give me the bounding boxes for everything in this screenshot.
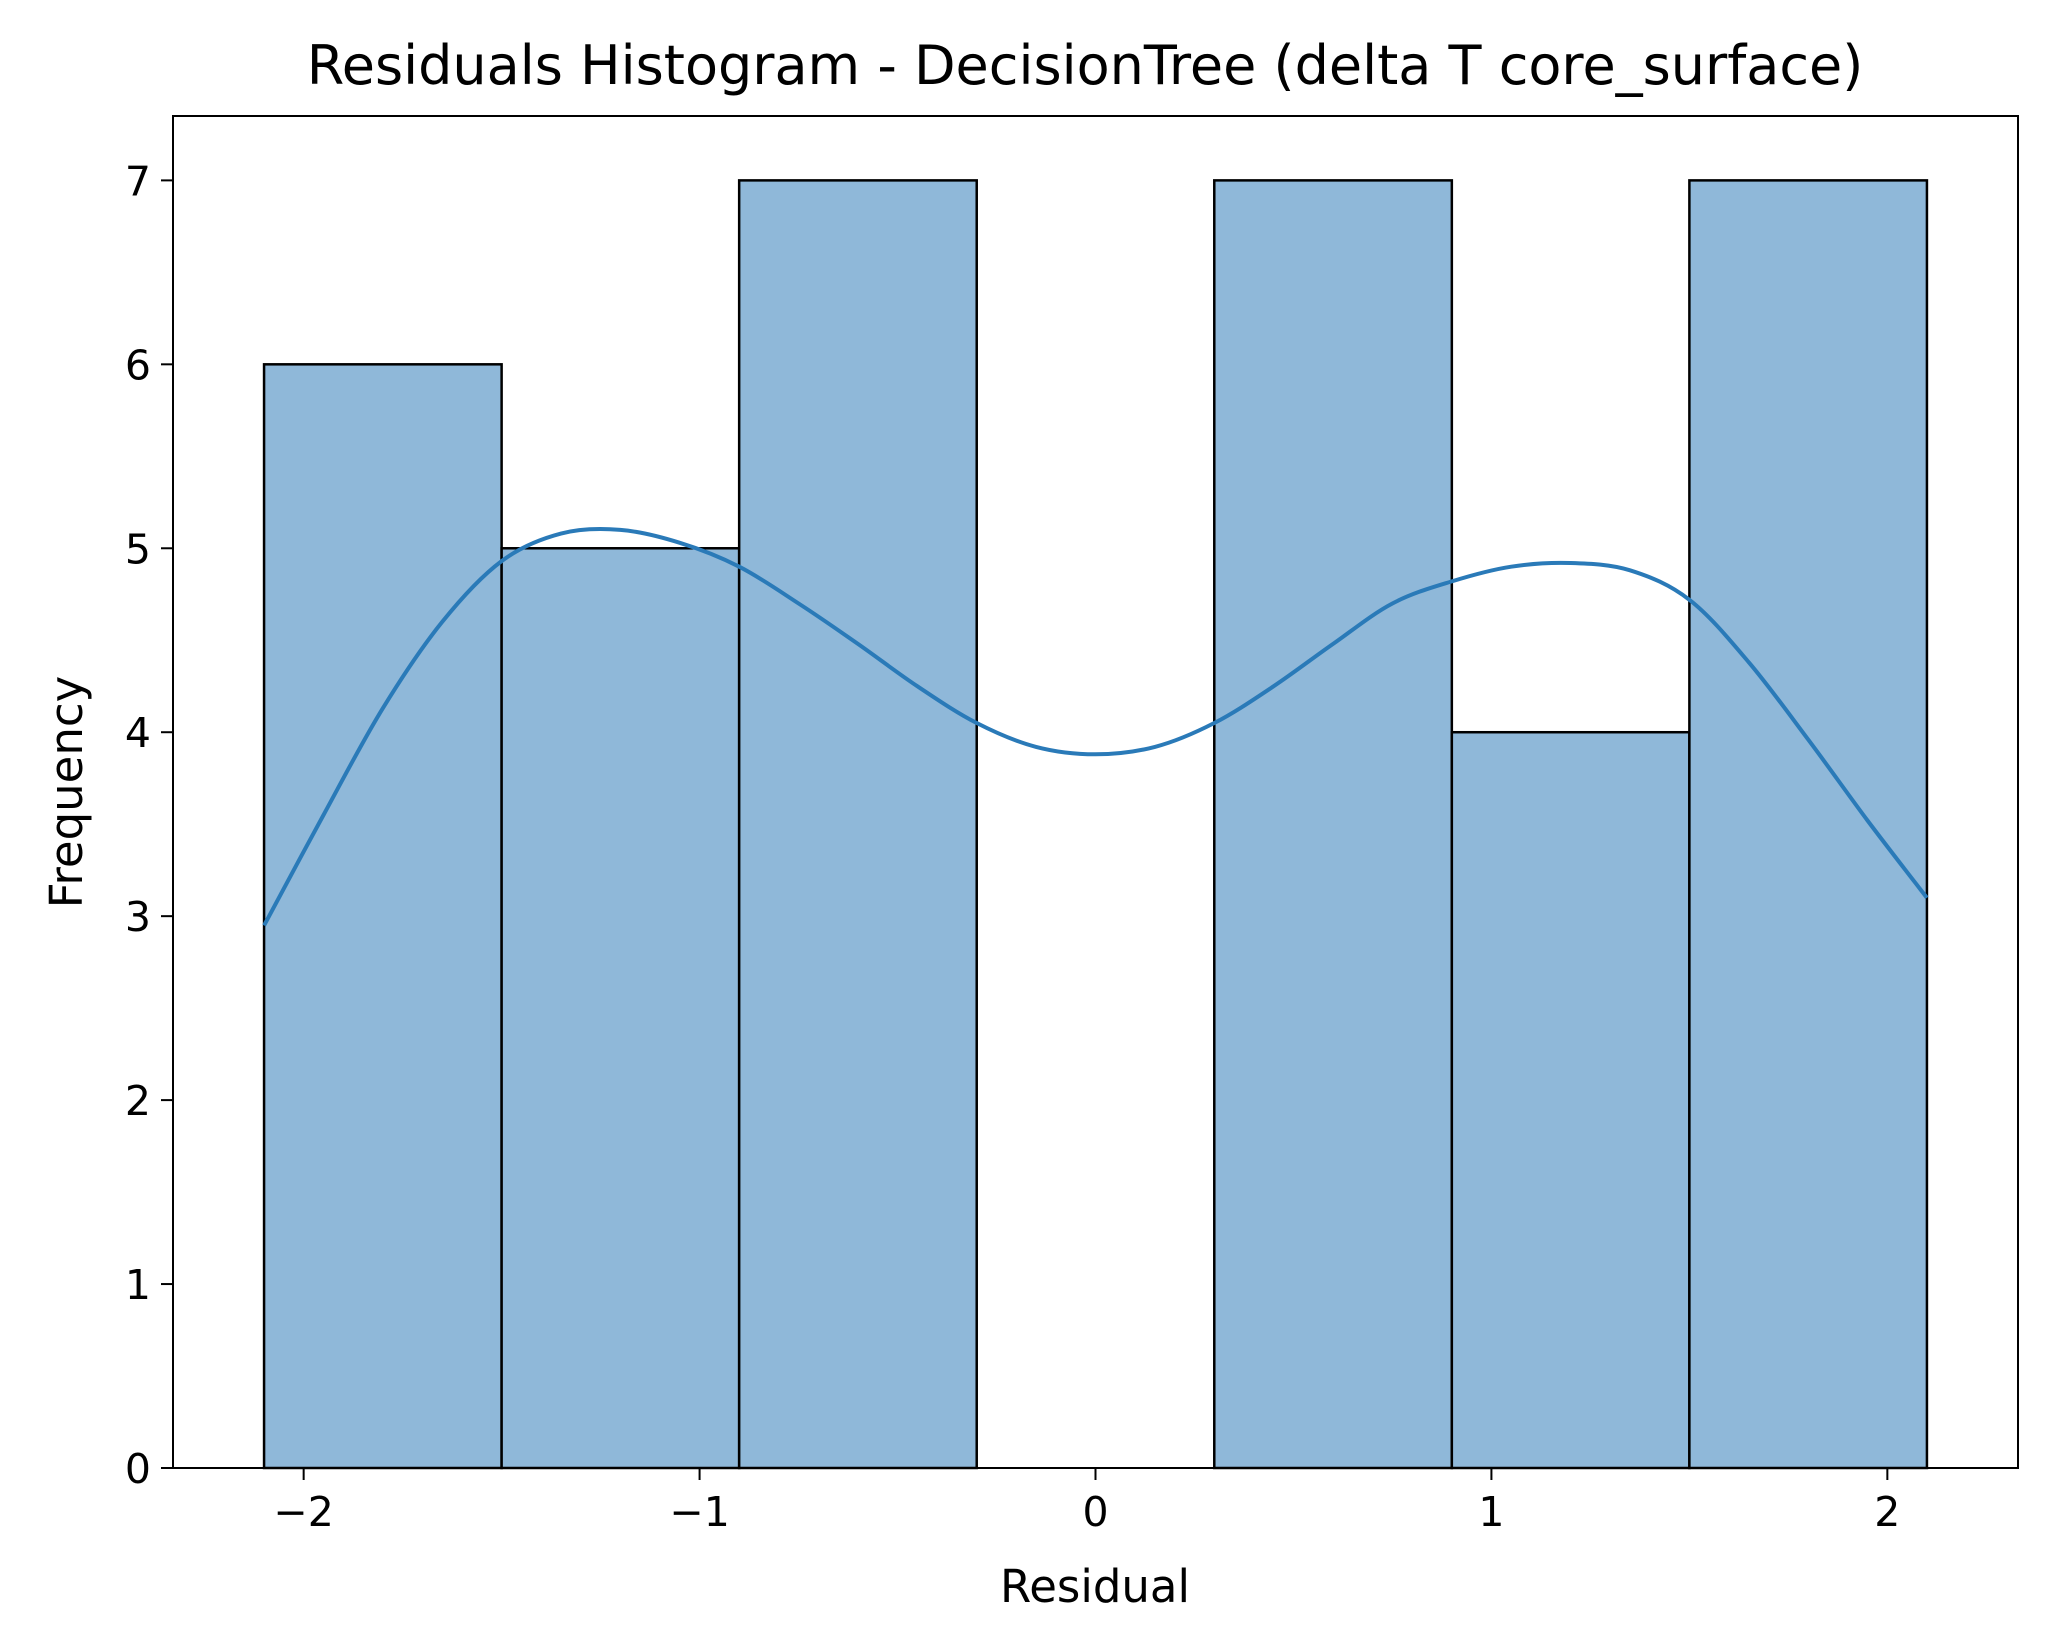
- y-axis-ticks: 0 1 2 3 4 5 6 7: [125, 157, 173, 1493]
- y-tick-label: 4: [125, 709, 151, 757]
- histogram-bar-7: [1688, 179, 1929, 1470]
- y-tick-label: 1: [125, 1261, 151, 1309]
- x-axis-ticks: −2 −1 0 1 2: [273, 1468, 1900, 1536]
- y-tick-label: 7: [125, 157, 151, 205]
- histogram-bar-3: [737, 179, 978, 1470]
- y-axis-label: Frequency: [40, 676, 93, 908]
- y-tick-label: 6: [125, 341, 151, 389]
- x-tick-label: 1: [1478, 1488, 1504, 1536]
- histogram-bar-1: [262, 363, 503, 1470]
- x-tick-label: 2: [1874, 1488, 1900, 1536]
- kde-curve: [262, 526, 1929, 927]
- x-axis-label: Residual: [1000, 1560, 1190, 1613]
- chart-title: Residuals Histogram - DecisionTree (delt…: [307, 34, 1864, 97]
- x-tick-label: −2: [273, 1488, 333, 1536]
- histogram-bar-2: [500, 547, 741, 1470]
- bars-layer: [262, 179, 1929, 1470]
- x-tick-label: 0: [1082, 1488, 1108, 1536]
- y-tick-label: 5: [125, 525, 151, 573]
- x-tick-label: −1: [669, 1488, 729, 1536]
- kde-layer: [262, 526, 1929, 927]
- histogram-bar-5: [1213, 179, 1454, 1470]
- y-tick-label: 0: [125, 1445, 151, 1493]
- y-tick-label: 3: [125, 893, 151, 941]
- histogram-bar-6: [1450, 730, 1691, 1470]
- y-tick-label: 2: [125, 1077, 151, 1125]
